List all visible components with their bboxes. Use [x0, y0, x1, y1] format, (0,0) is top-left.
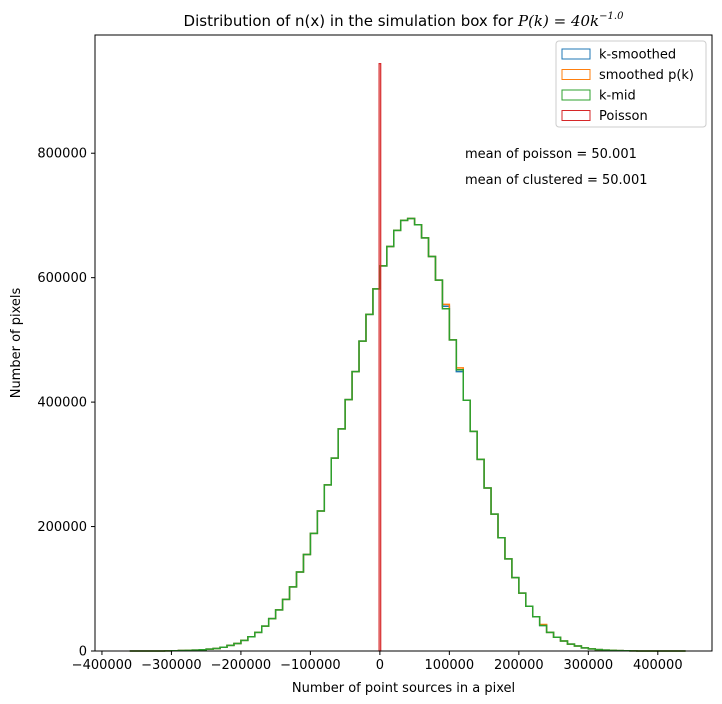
x-axis: −400000 −300000 −200000 −100000 0 100000 20000…	[72, 651, 683, 673]
x-axis-label: Number of point sources in a pixel	[292, 681, 515, 696]
x-tick-label: 100000	[425, 658, 475, 673]
y-tick-label: 800000	[37, 147, 87, 162]
chart-title: Distribution of n(x) in the simulation b…	[184, 11, 625, 30]
y-tick-label: 600000	[37, 271, 87, 286]
y-tick-label: 0	[79, 645, 87, 660]
legend-swatch-poisson	[561, 110, 591, 121]
legend: k-smoothed smoothed p(k) k-mid Poisson	[555, 40, 707, 128]
annotation-mean-poisson: mean of poisson = 50.001	[465, 147, 637, 162]
y-axis: 0 200000 400000 600000 800000	[37, 147, 95, 660]
legend-swatch-smoothed-pk	[561, 69, 591, 80]
y-tick-label: 400000	[37, 396, 87, 411]
x-tick-label: 0	[376, 658, 384, 673]
chart-title-prefix: Distribution of n(x) in the simulation b…	[184, 12, 518, 30]
x-tick-label: −300000	[141, 658, 202, 673]
histogram-k-mid	[129, 217, 686, 652]
x-tick-label: 300000	[564, 658, 614, 673]
plot-area	[129, 63, 686, 652]
x-tick-label: −200000	[211, 658, 272, 673]
legend-label-k-smoothed: k-smoothed	[599, 48, 676, 63]
y-axis-label: Number of pixels	[9, 287, 24, 398]
chart-title-math: P(k) = 40k	[517, 12, 599, 30]
legend-swatch-k-mid	[561, 89, 591, 101]
chart-title-exponent: −1.0	[599, 11, 624, 22]
legend-label-k-mid: k-mid	[599, 89, 636, 104]
x-tick-label: −100000	[280, 658, 341, 673]
y-tick-label: 200000	[37, 520, 87, 535]
legend-swatch-k-smoothed	[561, 48, 591, 60]
annotation-mean-clustered: mean of clustered = 50.001	[465, 173, 647, 188]
legend-label-poisson: Poisson	[599, 109, 648, 124]
x-tick-label: −400000	[72, 658, 133, 673]
legend-label-smoothed-pk: smoothed p(k)	[599, 68, 694, 83]
axes-frame	[94, 34, 713, 652]
legend-box	[555, 40, 707, 128]
x-tick-label: 200000	[494, 658, 544, 673]
x-tick-label: 400000	[633, 658, 683, 673]
